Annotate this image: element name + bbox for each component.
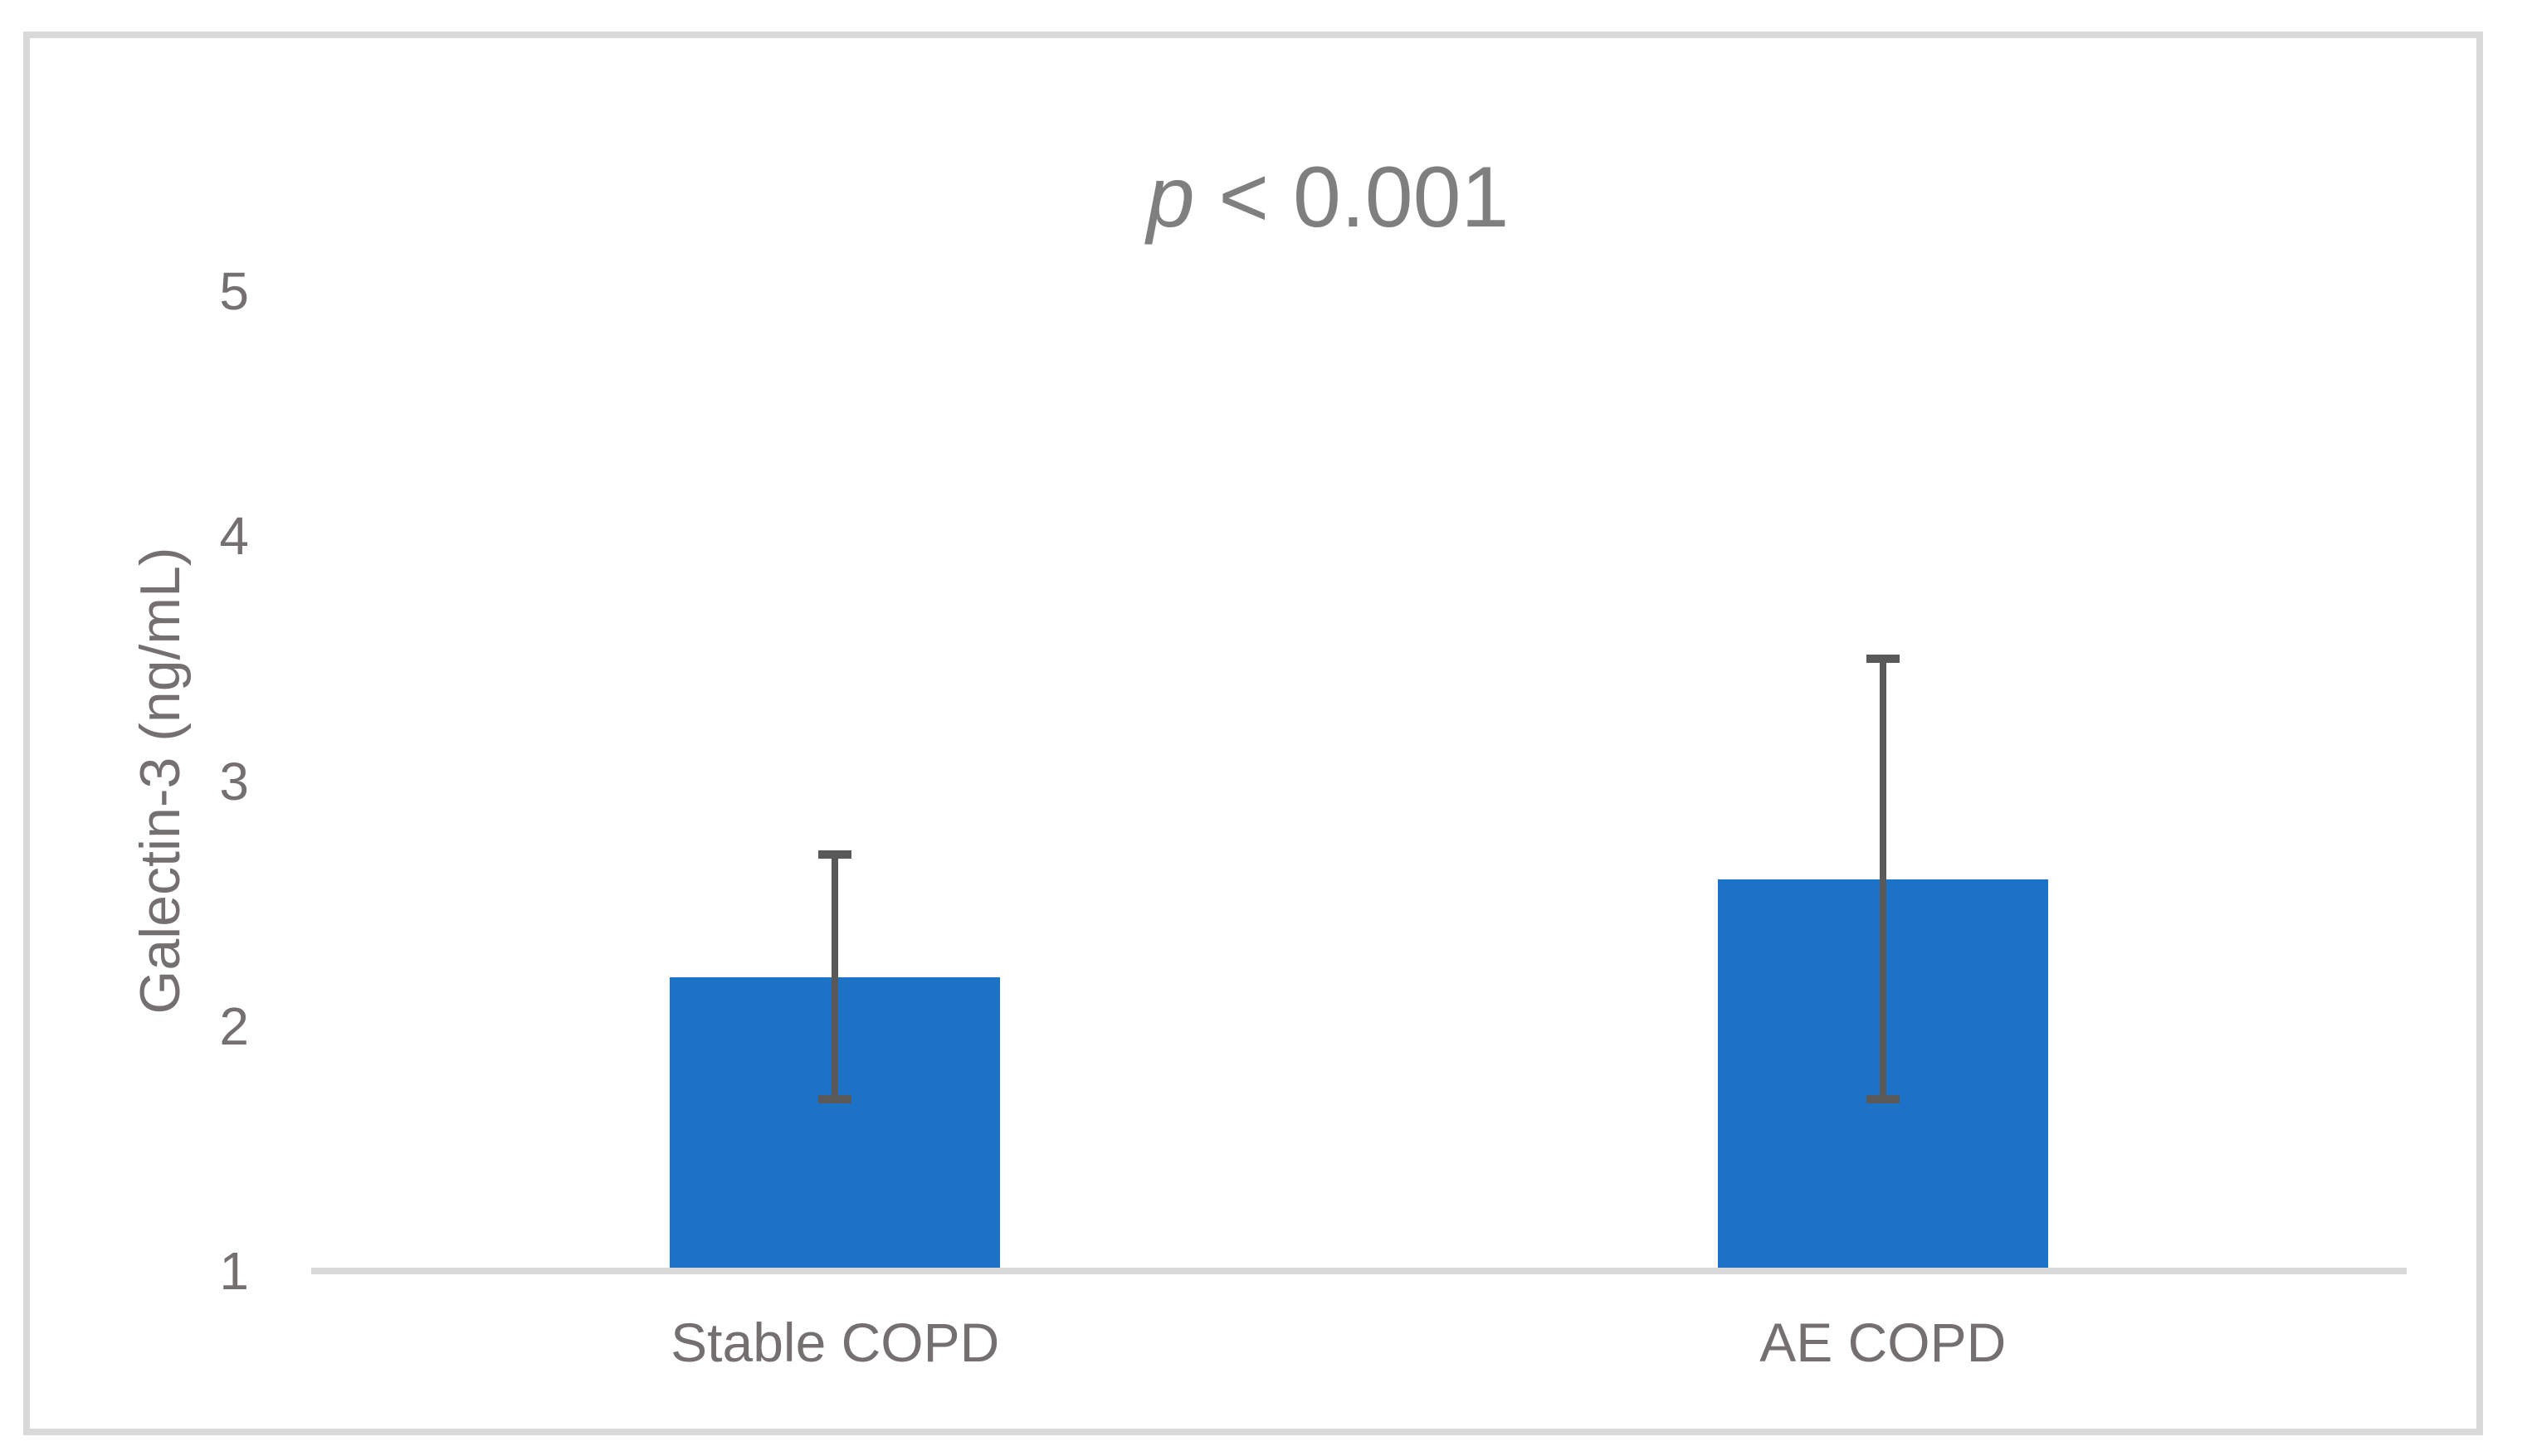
chart-title-pvalue-symbol: p	[1146, 149, 1195, 246]
chart-frame	[23, 32, 2483, 1435]
y-axis-title: Galectin-3 (ng/mL)	[129, 547, 192, 1015]
error-bar-line	[832, 855, 839, 1100]
error-bar-cap-bottom	[1866, 1095, 1900, 1104]
chart-title-pvalue-rest: < 0.001	[1194, 149, 1510, 246]
x-category-label: Stable COPD	[671, 1312, 1000, 1373]
chart-title: p < 0.001	[1147, 154, 1510, 241]
x-axis-line	[311, 1268, 2407, 1274]
y-tick-label: 3	[219, 751, 249, 811]
y-tick-label: 1	[219, 1241, 249, 1301]
y-tick-label: 2	[219, 996, 249, 1056]
y-tick-label: 4	[219, 506, 249, 567]
error-bar-line	[1879, 658, 1886, 1100]
y-tick-label: 5	[219, 261, 249, 321]
x-category-label: AE COPD	[1759, 1312, 2007, 1373]
error-bar-cap-bottom	[818, 1095, 852, 1104]
error-bar-cap-top	[1866, 654, 1900, 663]
error-bar-cap-top	[818, 850, 852, 859]
